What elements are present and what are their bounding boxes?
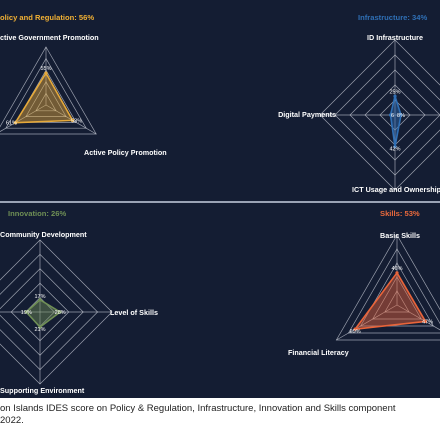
chart-3-axis-label: Community Development	[0, 230, 87, 239]
chart-4-grid-ring	[384, 290, 410, 313]
chart-1-value-label: 53%	[71, 118, 82, 124]
chart-3-data-point	[58, 310, 62, 314]
chart-2-data-point	[388, 113, 393, 117]
chart-4-value-label: 46%	[391, 266, 402, 272]
radar-charts: 55% 53% 61% ctive Government Promotion Activ…	[0, 13, 440, 395]
chart-1-data-point	[13, 121, 17, 125]
chart-4-grid-ring	[347, 248, 440, 334]
chart-1-spoke	[45, 104, 97, 135]
chart-1-grid-ring	[0, 46, 97, 135]
chart-2-value-label: 6	[391, 113, 394, 119]
chart-3-value-label: 19%	[21, 310, 32, 316]
chart-2-axis-label: ICT Usage and Ownership	[352, 185, 440, 194]
panel-divider	[0, 201, 440, 203]
chart-1-value-label: 55%	[40, 66, 51, 72]
chart-4-value-label: 69%	[350, 329, 361, 335]
chart-1-value-label: 61%	[6, 121, 17, 127]
chart-3-value-label: 21%	[34, 327, 45, 333]
chart-3-value-label: 17%	[34, 294, 45, 300]
chart-1-data-point	[44, 71, 48, 75]
chart-1-data-point	[71, 118, 75, 122]
chart-1-grid-ring	[35, 92, 57, 112]
chart-3-data-point	[24, 310, 28, 314]
chart-3-axis-label: Level of Skills	[110, 308, 158, 317]
chart-1-axis-label: Active Policy Promotion	[84, 148, 167, 157]
chart-3-axis-label: Supporting Environment	[0, 386, 85, 395]
chart-4-data-point	[353, 327, 357, 331]
dashboard-panel: 55% 53% 61% ctive Government Promotion Activ…	[0, 0, 440, 398]
chart-2-axis-label: Digital Payments	[278, 110, 336, 119]
chart-2-value-label: 25%	[389, 89, 400, 95]
chart-2-value-label: 42%	[389, 147, 400, 153]
chart-4-grid-ring	[360, 262, 434, 327]
chart-2-data-point	[393, 94, 397, 98]
chart-4-axis-label: Basic Skills	[380, 231, 420, 240]
chart-1-series-area	[14, 72, 74, 124]
chart-3-data-point	[38, 298, 42, 302]
chart-1-title: olicy and Regulation: 56%	[0, 13, 94, 22]
chart-1-grid-ring	[5, 57, 87, 129]
chart-1-axis-label: ctive Government Promotion	[0, 33, 99, 42]
caption-line-1: on Islands IDES score on Policy & Regula…	[0, 403, 396, 414]
chart-4-spoke	[336, 304, 398, 341]
chart-4-title: Skills: 53%	[380, 209, 420, 218]
chart-2-data-point	[399, 113, 403, 117]
chart-1-grid-ring	[25, 81, 67, 117]
chart-2-title: Infrastructure: 34%	[358, 13, 427, 22]
chart-4-axis-label: Financial Literacy	[288, 348, 349, 357]
chart-4-value-label: 47%	[422, 319, 433, 325]
figure-caption: on Islands IDES score on Policy & Regula…	[0, 403, 440, 427]
chart-4-data-point	[423, 319, 428, 324]
chart-3-value-label: 28%	[55, 310, 66, 316]
chart-4-grid-ring	[372, 276, 422, 320]
chart-4-data-point	[395, 271, 399, 275]
chart-2-data-point	[393, 144, 397, 149]
chart-2-axis-label: ID Infrastructure	[367, 33, 423, 42]
caption-line-2: 2022.	[0, 415, 24, 426]
chart-2-value-label: 8%	[397, 113, 405, 119]
chart-1-spoke	[0, 104, 47, 132]
chart-3-title: Innovation: 26%	[8, 209, 66, 218]
chart-3-data-point	[38, 325, 42, 329]
chart-4-grid-ring	[335, 234, 440, 341]
chart-4-series-area	[354, 271, 427, 330]
chart-2-series-area	[389, 95, 402, 148]
chart-4-spoke	[396, 304, 440, 331]
